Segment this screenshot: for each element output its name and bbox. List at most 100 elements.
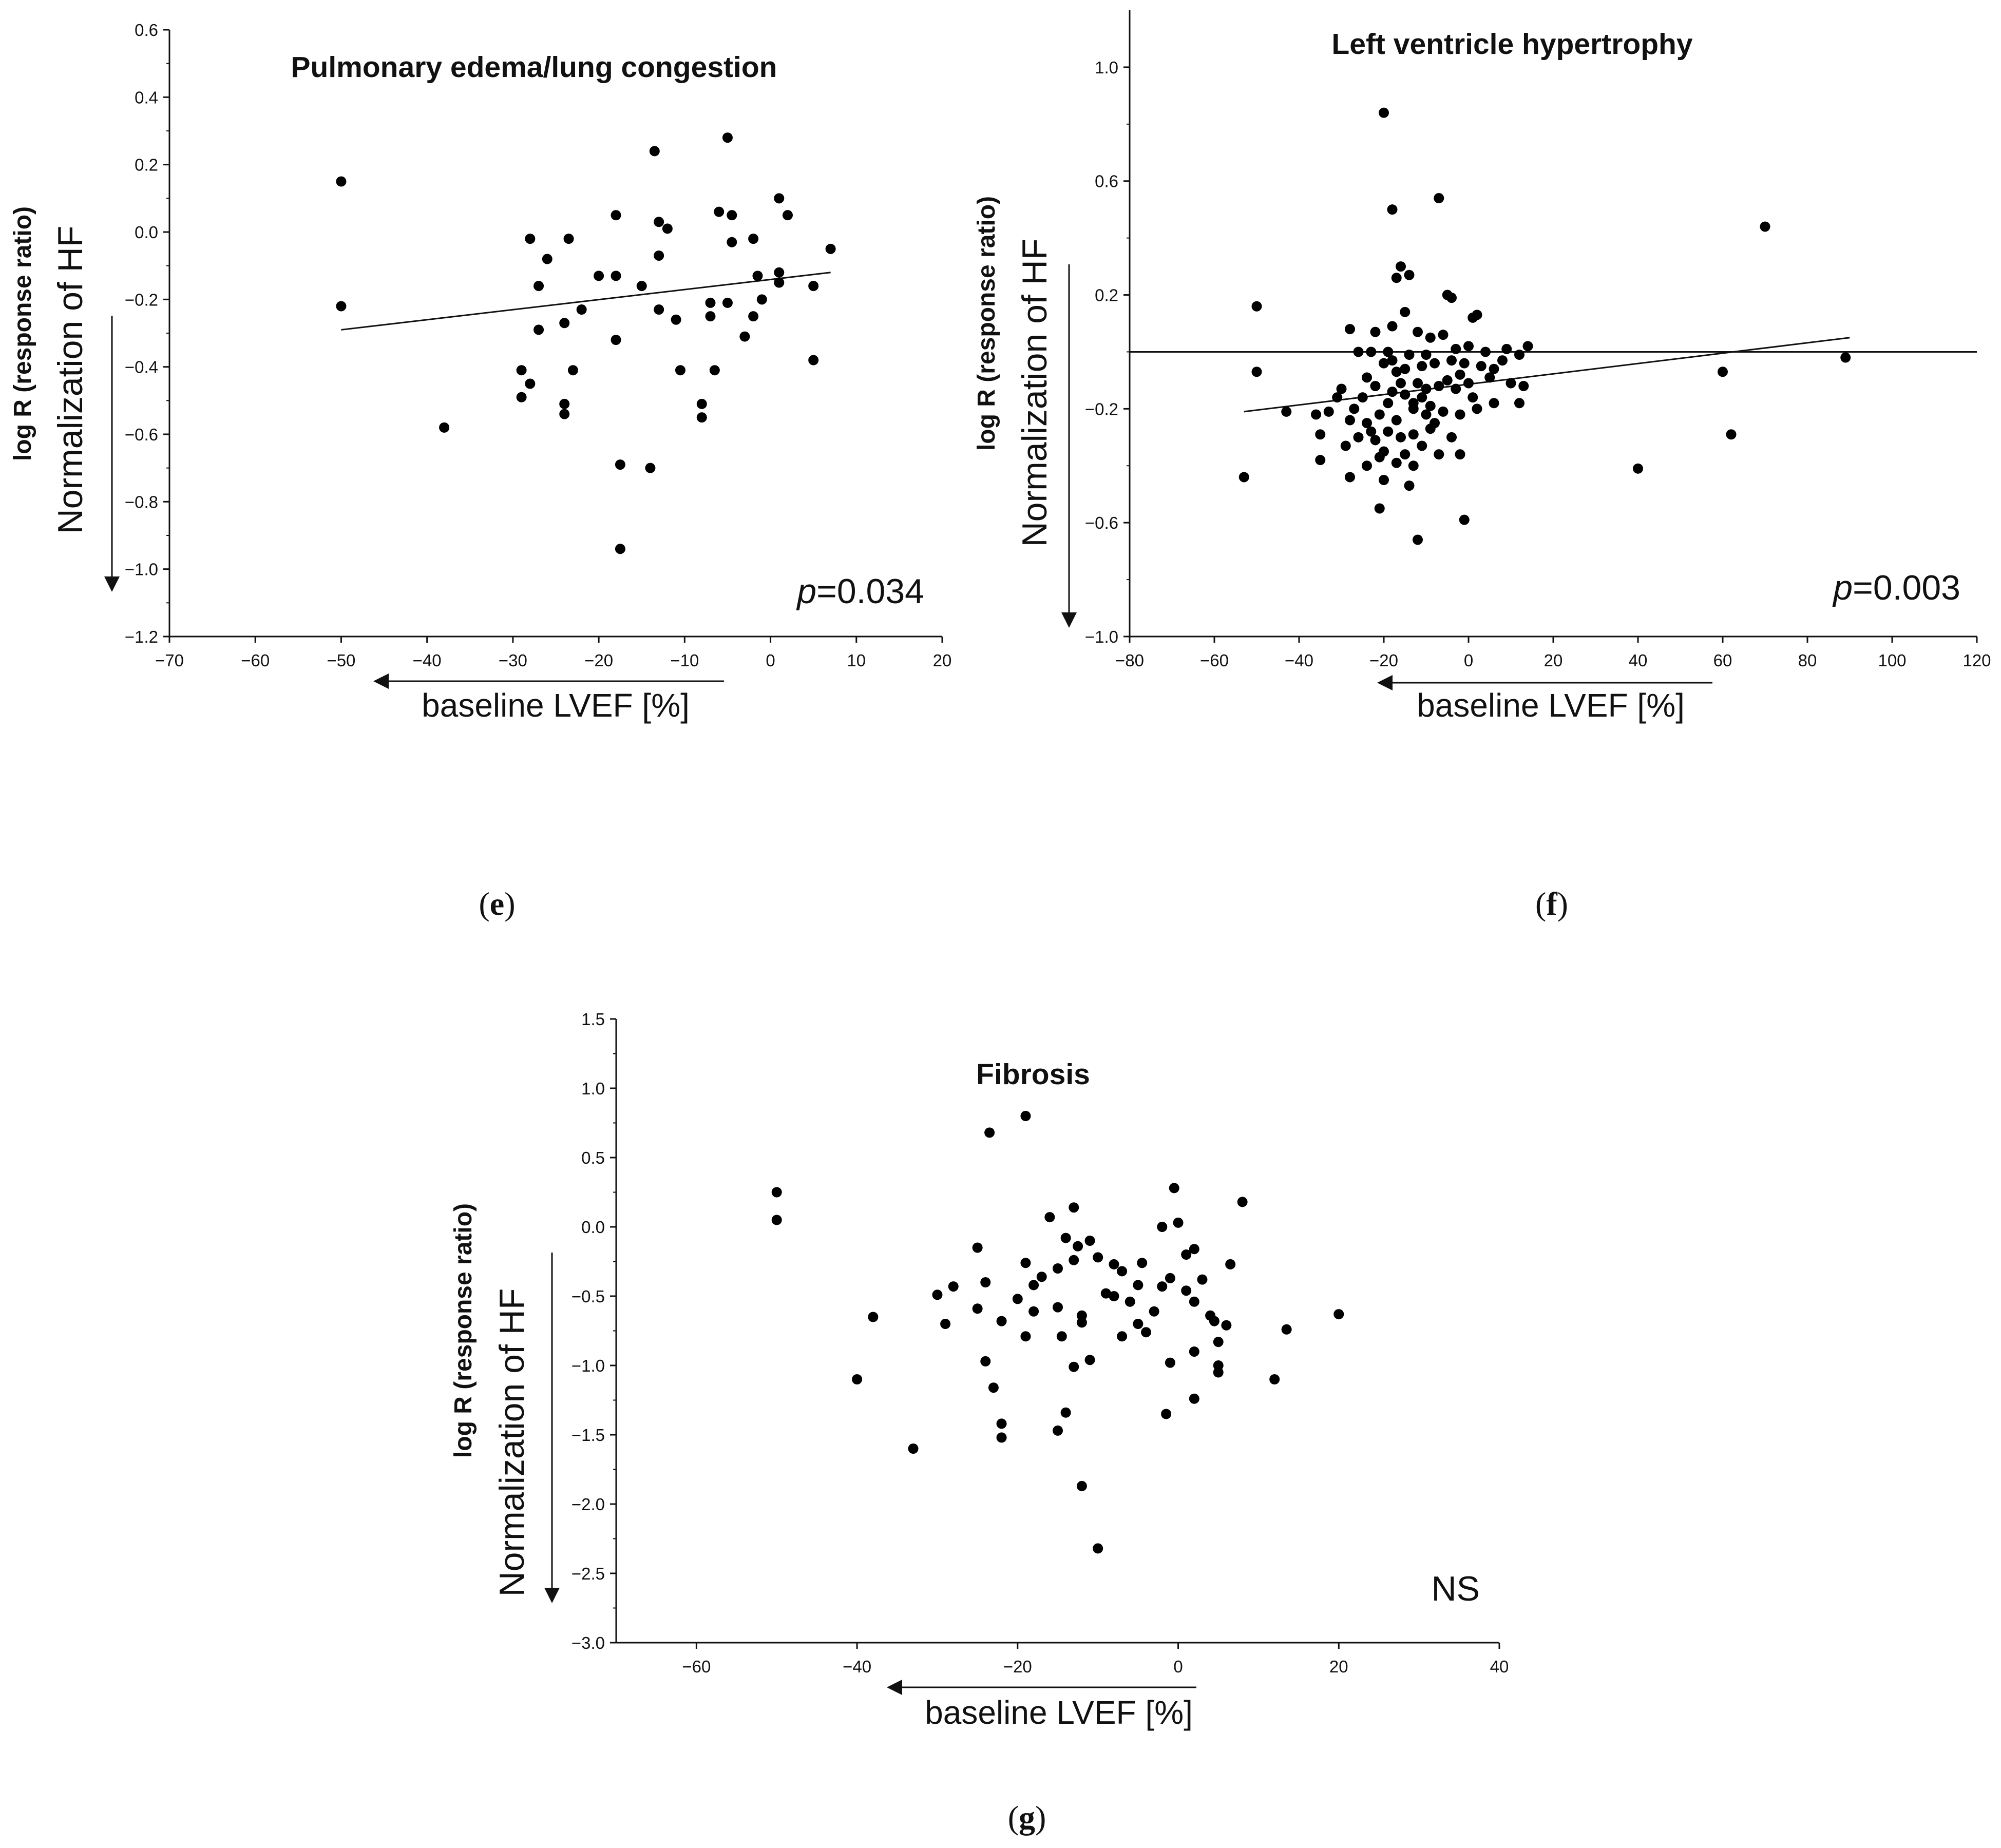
data-point-g [1157, 1281, 1168, 1292]
data-point-f [1718, 367, 1728, 377]
panel-label-g-letter: g [1019, 1799, 1035, 1836]
panel-e: Pulmonary edema/lung congestion log R (r… [9, 51, 924, 724]
data-point-f [1518, 381, 1529, 391]
data-point-f [1760, 221, 1770, 232]
data-point-e [774, 267, 785, 278]
data-point-g [1056, 1331, 1067, 1342]
data-point-e [615, 544, 625, 554]
data-point-e [671, 314, 681, 325]
data-point-g [1053, 1302, 1063, 1313]
y-tick-label-f: −0.6 [1085, 513, 1118, 532]
data-point-e [525, 378, 536, 389]
y-tick-label-e: −1.0 [125, 560, 158, 579]
data-point-g [771, 1187, 782, 1198]
y-tick-label-f: 0.2 [1095, 286, 1118, 305]
data-point-g [996, 1316, 1007, 1326]
data-point-g [1020, 1331, 1031, 1342]
data-point-g [1093, 1543, 1103, 1554]
data-point-f [1353, 346, 1364, 357]
data-point-f [1442, 375, 1453, 386]
x-tick-label-e: −10 [670, 651, 699, 670]
chart-title-g: Fibrosis [976, 1058, 1090, 1091]
data-point-f [1446, 355, 1457, 366]
data-point-f [1387, 321, 1398, 332]
data-point-g [1225, 1259, 1236, 1269]
data-point-f [1468, 392, 1478, 403]
panel-label-f-close: ) [1557, 886, 1568, 922]
data-point-f [1425, 332, 1436, 343]
x-axis-label-f: baseline LVEF [%] [1417, 687, 1685, 724]
data-point-f [1251, 301, 1262, 312]
data-point-g [1189, 1346, 1199, 1357]
data-point-e [654, 217, 664, 227]
x-tick-label-e: 0 [766, 651, 775, 670]
data-point-f [1408, 460, 1419, 471]
plot-area-g: 1.5 1.0 0.5 0.0 −0.5 −1.0 −1.5 −2.0 −2.5 −3.0 −60 −… [571, 1010, 1509, 1676]
x-tick-label-f: 60 [1713, 651, 1732, 670]
data-point-f [1463, 341, 1474, 352]
data-point-f [1451, 343, 1461, 354]
data-point-e [727, 237, 737, 247]
panel-f: Left ventricle hypertrophy log R (respon… [973, 28, 1960, 724]
data-point-g [1084, 1236, 1095, 1246]
data-point-f [1633, 463, 1643, 474]
y-tick-label-e: −0.2 [125, 290, 158, 309]
data-point-f [1387, 204, 1398, 215]
data-point-g [1044, 1212, 1055, 1223]
y-tick-label-f: −0.2 [1085, 399, 1118, 418]
y-tick-label-g: 1.0 [581, 1079, 605, 1098]
data-point-f [1370, 381, 1381, 391]
data-point-g [1133, 1280, 1144, 1291]
data-point-f [1315, 429, 1326, 440]
data-point-g [1117, 1266, 1128, 1277]
data-point-g [1173, 1217, 1184, 1228]
data-point-e [696, 412, 707, 423]
data-point-f [1421, 350, 1432, 360]
data-point-e [645, 463, 656, 473]
data-point-f [1434, 381, 1444, 391]
data-point-f [1345, 415, 1355, 426]
data-point-g [1073, 1241, 1083, 1252]
data-point-g [1213, 1337, 1224, 1348]
y-tick-label-g: −1.5 [571, 1426, 605, 1445]
data-point-g [984, 1127, 995, 1138]
y-axis-label-top-g: log R (response ratio) [450, 1203, 477, 1458]
data-point-f [1514, 398, 1524, 409]
y-tick-label-e: −1.2 [125, 627, 158, 646]
data-point-f [1489, 363, 1499, 374]
data-point-f [1421, 409, 1432, 420]
data-point-e [611, 271, 621, 281]
data-point-g [1093, 1252, 1103, 1263]
data-point-f [1391, 367, 1402, 377]
data-point-f [1400, 389, 1411, 400]
y-axis-label-big-g: Normalization of HF [492, 1288, 531, 1597]
data-point-f [1370, 435, 1381, 446]
data-point-e [722, 132, 733, 143]
data-point-f [1251, 367, 1262, 377]
data-point-f [1387, 355, 1398, 366]
y-tick-label-f: −1.0 [1085, 627, 1118, 646]
data-point-e [559, 398, 570, 409]
data-point-f [1430, 418, 1440, 429]
data-point-f [1501, 343, 1512, 354]
data-point-f [1425, 400, 1436, 411]
y-axis-label-top-e: log R (response ratio) [9, 206, 36, 461]
data-point-e [705, 297, 716, 308]
p-value-f: p=0.003 [1832, 568, 1960, 607]
data-point-g [1053, 1263, 1063, 1274]
x-tick-label-e: −50 [327, 651, 355, 670]
data-point-g [908, 1443, 919, 1454]
data-point-g [1133, 1319, 1144, 1329]
data-point-f [1455, 369, 1465, 380]
data-point-g [1197, 1274, 1208, 1285]
data-point-f [1417, 440, 1427, 451]
panel-label-e: (e) [479, 886, 515, 922]
data-point-e [439, 422, 450, 433]
data-point-g [1060, 1407, 1071, 1418]
data-point-f [1522, 341, 1533, 352]
data-point-g [980, 1356, 991, 1366]
data-point-f [1340, 440, 1351, 451]
data-point-g [1036, 1272, 1047, 1282]
data-point-f [1434, 193, 1444, 203]
